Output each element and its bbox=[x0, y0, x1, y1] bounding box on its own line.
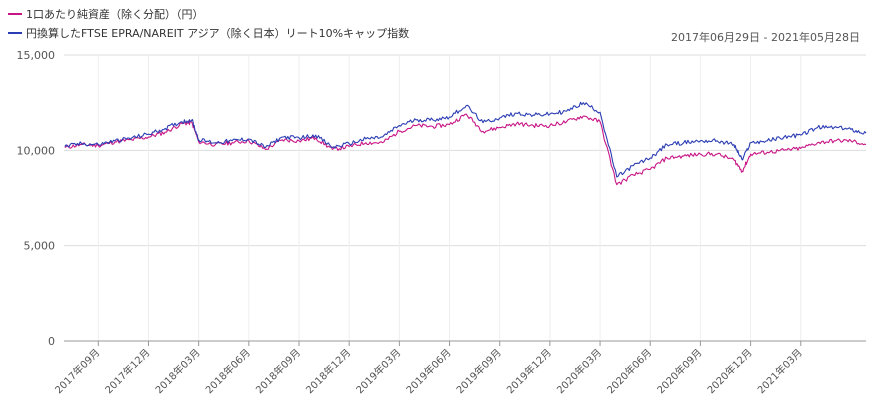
x-tick-label: 2018年12月 bbox=[303, 346, 353, 396]
y-axis-ticks: 0 5,000 10,000 15,000 bbox=[17, 49, 56, 348]
x-tick-label: 2017年09月 bbox=[52, 346, 102, 396]
legend-swatch-index bbox=[8, 31, 22, 34]
legend-swatch-nav bbox=[8, 12, 22, 15]
x-tick-label: 2018年03月 bbox=[152, 346, 202, 396]
x-tick-label: 2020年12月 bbox=[704, 346, 754, 396]
legend-item-index[interactable]: 円換算したFTSE EPRA/NAREIT アジア（除く日本）リート10%キャッ… bbox=[8, 23, 409, 42]
series-line-1 bbox=[64, 101, 867, 178]
date-range-label: 2017年06月29日 - 2021年05月28日 bbox=[671, 31, 860, 44]
legend-label-index: 円換算したFTSE EPRA/NAREIT アジア（除く日本）リート10%キャッ… bbox=[26, 26, 410, 40]
series-lines bbox=[64, 101, 867, 186]
x-tick-label: 2019年06月 bbox=[403, 346, 453, 396]
grid-lines bbox=[64, 54, 866, 341]
chart-legend: 1口あたり純資産（除く分配）（円） 円換算したFTSE EPRA/NAREIT … bbox=[8, 4, 409, 42]
x-tick-label: 2019年03月 bbox=[353, 346, 403, 396]
x-tick-label: 2020年09月 bbox=[654, 346, 704, 396]
x-tick-label: 2019年12月 bbox=[504, 346, 554, 396]
y-tick-label: 5,000 bbox=[24, 240, 56, 253]
x-tick-label: 2021年03月 bbox=[755, 346, 805, 396]
x-tick-label: 2020年06月 bbox=[604, 346, 654, 396]
x-tick-label: 2020年03月 bbox=[554, 346, 604, 396]
x-tick-label: 2019年09月 bbox=[453, 346, 503, 396]
y-tick-label: 0 bbox=[48, 335, 55, 348]
x-tick-label: 2018年09月 bbox=[253, 346, 303, 396]
y-tick-label: 15,000 bbox=[17, 49, 56, 62]
y-tick-label: 10,000 bbox=[17, 144, 56, 157]
legend-item-nav[interactable]: 1口あたり純資産（除く分配）（円） bbox=[8, 4, 409, 23]
series-line-0 bbox=[64, 113, 867, 186]
x-tick-label: 2018年06月 bbox=[203, 346, 253, 396]
x-axis-ticks: 2017年09月 2017年12月 2018年03月 2018年06月 2018年09月… bbox=[52, 341, 805, 396]
legend-label-nav: 1口あたり純資産（除く分配）（円） bbox=[26, 7, 204, 21]
x-tick-label: 2017年12月 bbox=[102, 346, 152, 396]
